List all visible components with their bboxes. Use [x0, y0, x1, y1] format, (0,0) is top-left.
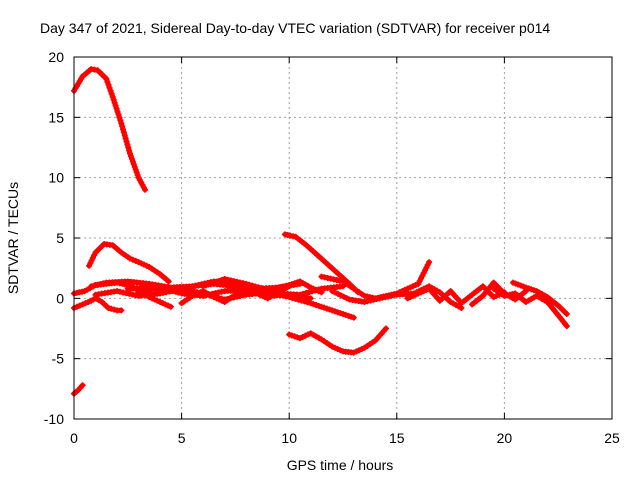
data-point — [123, 138, 130, 145]
data-point — [243, 280, 250, 287]
series-arc-10 — [178, 283, 293, 307]
data-point — [165, 278, 172, 285]
data-point — [383, 325, 390, 332]
data-point — [126, 255, 133, 262]
data-point — [125, 144, 132, 151]
data-point — [246, 281, 253, 288]
data-point — [255, 284, 262, 291]
data-point — [114, 108, 121, 115]
y-tick-label: -5 — [52, 351, 65, 367]
series-arc-13 — [286, 325, 390, 356]
data-point — [119, 123, 126, 130]
data-point — [163, 286, 170, 293]
data-point — [79, 301, 86, 308]
data-point — [103, 75, 110, 82]
axis-ticks: 0 5 10 15 20 25 -10 -5 0 5 10 15 20 — [44, 49, 620, 446]
data-series — [71, 66, 570, 397]
data-point — [108, 90, 115, 97]
data-point — [142, 186, 149, 193]
data-point — [169, 287, 176, 294]
data-point — [111, 306, 118, 313]
data-point — [166, 287, 173, 294]
data-point — [172, 288, 179, 295]
data-point — [106, 84, 113, 91]
y-axis-label: SDTVAR / TECUs — [5, 182, 21, 294]
data-point — [113, 105, 120, 112]
series-arc-4 — [71, 295, 125, 314]
data-point — [160, 285, 167, 292]
data-point — [120, 126, 127, 133]
y-tick-label: 10 — [48, 170, 64, 186]
data-point — [112, 102, 119, 109]
data-point — [307, 295, 314, 302]
data-point — [261, 286, 268, 293]
grid — [74, 57, 612, 419]
data-point — [118, 120, 125, 127]
data-point — [79, 382, 86, 389]
data-point — [95, 297, 102, 304]
data-point — [105, 81, 112, 88]
data-point — [85, 298, 92, 305]
y-tick-label: 5 — [56, 230, 64, 246]
series-arc-1 — [71, 66, 149, 193]
data-point — [108, 305, 115, 312]
data-point — [120, 129, 127, 136]
series-arc-17 — [469, 279, 529, 308]
data-point — [110, 96, 117, 103]
data-point — [563, 311, 570, 318]
series-arc-5 — [71, 382, 86, 397]
data-point — [82, 300, 89, 307]
x-tick-label: 10 — [281, 430, 297, 446]
data-point — [132, 257, 139, 264]
data-point — [122, 135, 129, 142]
y-tick-label: 20 — [48, 49, 64, 65]
y-tick-label: -10 — [44, 411, 64, 427]
data-point — [73, 303, 80, 310]
series-arc-2 — [86, 241, 172, 285]
x-tick-label: 0 — [70, 430, 78, 446]
series-arc-18 — [490, 285, 540, 305]
x-tick-label: 5 — [178, 430, 186, 446]
data-point — [121, 132, 128, 139]
data-point — [105, 304, 112, 311]
series-line — [86, 241, 172, 284]
series-arc-19 — [510, 279, 570, 318]
data-point — [129, 256, 136, 263]
data-point — [249, 282, 256, 289]
data-point — [118, 307, 125, 314]
series-arc-20 — [533, 292, 570, 330]
x-axis-label: GPS time / hours — [287, 457, 394, 473]
data-point — [124, 141, 131, 148]
data-point — [116, 114, 123, 121]
data-point — [303, 289, 310, 296]
x-tick-label: 25 — [604, 430, 620, 446]
data-point — [115, 111, 122, 118]
chart-title: Day 347 of 2021, Sidereal Day-to-day VTE… — [40, 20, 550, 36]
data-point — [318, 289, 325, 296]
data-point — [306, 289, 313, 296]
data-point — [563, 323, 570, 330]
data-point — [126, 147, 133, 154]
x-tick-label: 20 — [497, 430, 513, 446]
y-tick-label: 15 — [48, 109, 64, 125]
data-point — [350, 314, 357, 321]
data-point — [258, 285, 265, 292]
data-point — [104, 78, 111, 85]
data-point — [107, 87, 114, 94]
x-tick-label: 15 — [389, 430, 405, 446]
data-point — [252, 283, 259, 290]
data-point — [117, 117, 124, 124]
data-point — [76, 302, 83, 309]
data-point — [167, 303, 174, 310]
series-arc-11 — [200, 276, 325, 296]
data-point — [157, 284, 164, 291]
data-point — [109, 93, 116, 100]
data-point — [111, 99, 118, 106]
data-point — [175, 289, 182, 296]
y-tick-label: 0 — [56, 290, 64, 306]
data-point — [426, 259, 433, 266]
